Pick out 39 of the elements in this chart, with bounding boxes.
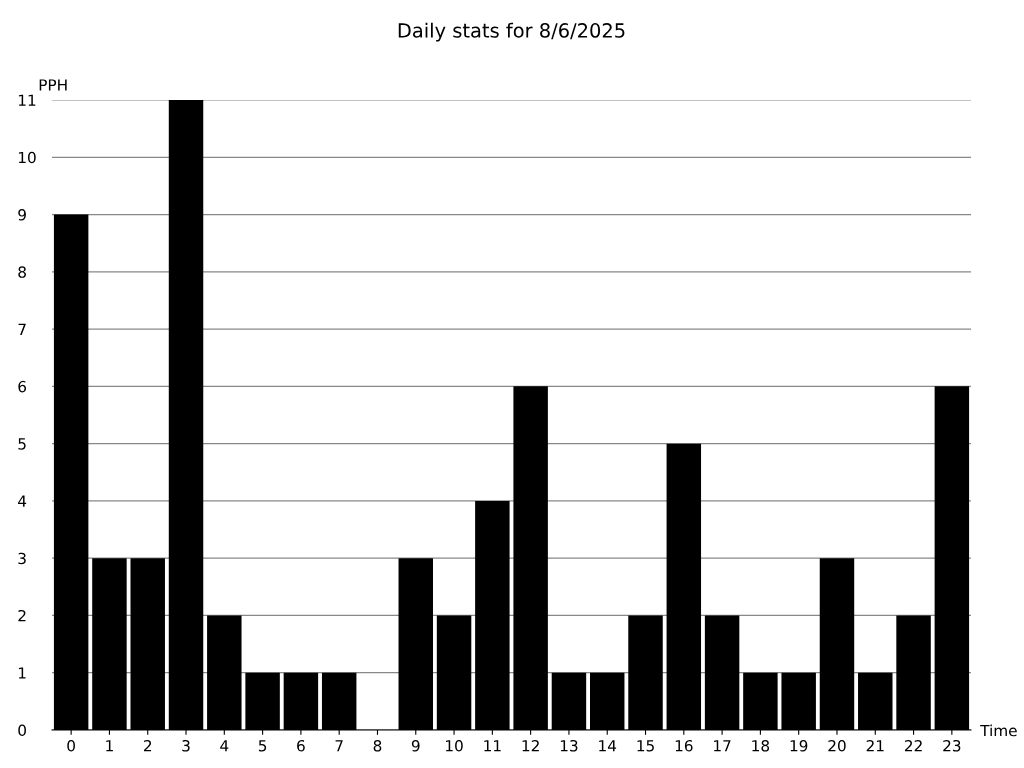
y-tick-label: 0 — [18, 724, 26, 737]
x-tick-label: 21 — [866, 739, 884, 752]
x-tick-label: 20 — [828, 739, 846, 752]
x-tick-label: 1 — [106, 740, 113, 752]
x-tick-label: 9 — [411, 739, 420, 752]
x-tick-label: 17 — [714, 740, 731, 752]
x-tick-label: 2 — [143, 739, 152, 752]
y-tick-label: 7 — [18, 323, 26, 335]
x-tick-label: 0 — [67, 739, 75, 752]
x-tick-label: 11 — [484, 740, 501, 752]
x-tick-label: 7 — [335, 740, 343, 752]
x-tick-label: 23 — [943, 739, 961, 752]
x-tick-label: 19 — [790, 739, 808, 752]
x-tick-label: 5 — [258, 740, 267, 752]
x-tick-label: 4 — [220, 740, 229, 752]
y-tick-label: 5 — [18, 438, 26, 450]
x-tick-label: 10 — [446, 739, 463, 752]
x-tick-label: 12 — [522, 739, 539, 752]
y-tick-label: 9 — [18, 209, 26, 221]
y-tick-label: 11 — [18, 94, 36, 106]
chart-title: Daily stats for 8/6/2025 — [398, 22, 625, 42]
y-tick-label: 4 — [18, 495, 27, 507]
y-tick-label: 3 — [18, 552, 26, 565]
y-axis-title: PPH — [39, 79, 67, 91]
x-tick-label: 14 — [599, 740, 617, 752]
y-tick-label: 2 — [18, 609, 26, 622]
x-tick-label: 15 — [637, 740, 654, 752]
y-tick-label: 6 — [18, 380, 27, 393]
x-tick-label: 13 — [560, 739, 578, 752]
x-tick-label: 16 — [675, 739, 693, 752]
x-tick-label: 3 — [182, 739, 190, 752]
x-tick-label: 8 — [373, 739, 382, 752]
x-tick-label: 18 — [752, 739, 770, 752]
y-tick-label: 1 — [18, 667, 26, 679]
x-tick-label: 6 — [297, 739, 305, 752]
x-tick-label: 22 — [904, 739, 922, 752]
x-axis-title: Time — [980, 724, 1017, 737]
y-tick-label: 10 — [18, 151, 36, 164]
y-tick-label: 8 — [18, 266, 26, 278]
